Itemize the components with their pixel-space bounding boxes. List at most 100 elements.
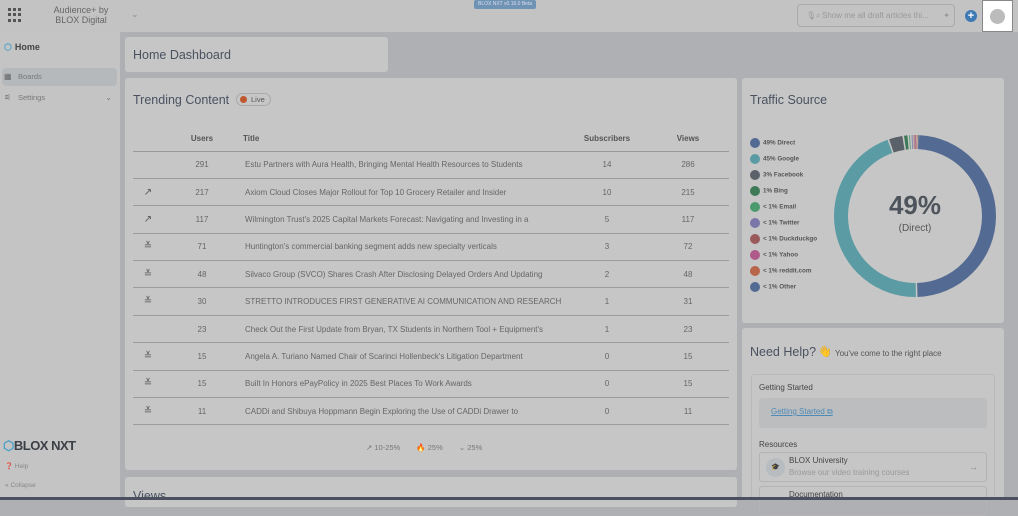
title-cell[interactable]: Built In Honors ePayPolicy in 2025 Best … — [241, 370, 567, 397]
legend-item[interactable]: < 1% Email — [750, 202, 796, 212]
legend-item[interactable]: 1% Bing — [750, 186, 788, 196]
legend-item[interactable]: < 1% Other — [750, 282, 796, 292]
subscribers-cell: 0 — [567, 370, 647, 397]
sparkle-icon[interactable]: ✦ — [943, 5, 950, 26]
legend-swatch — [750, 250, 760, 260]
views-cell: 72 — [647, 233, 729, 260]
table-row[interactable]: ≚ 11 CADDi and Shibuya Hoppmann Begin Ex… — [133, 398, 729, 425]
microphone-icon[interactable]: 🎙 — [806, 5, 816, 26]
help-link[interactable]: ❓ Help — [5, 462, 28, 470]
traffic-title: Traffic Source — [750, 93, 827, 107]
subscribers-cell: 0 — [567, 343, 647, 370]
getting-started-heading: Getting Started — [759, 383, 813, 392]
chevron-down-icon[interactable]: ⌄ — [131, 9, 139, 20]
trending-down-icon: ≚ — [133, 343, 163, 370]
legend-item[interactable]: 3% Facebook — [750, 170, 803, 180]
add-button[interactable]: + — [965, 10, 977, 22]
table-row[interactable]: ≚ 15 Built In Honors ePayPolicy in 2025 … — [133, 370, 729, 397]
trend-legend: ↗ 10-25% 🔥 25% ⌄ 25% — [366, 443, 496, 452]
getting-started-link[interactable]: Getting Started ⧉ — [771, 407, 833, 417]
legend-swatch — [750, 282, 760, 292]
table-row[interactable]: ↗ 217 Axiom Cloud Closes Major Rollout f… — [133, 178, 729, 205]
version-badge: BLOX NXT v0.16.0 Beta — [474, 0, 536, 9]
subscribers-cell: 14 — [567, 151, 647, 178]
brand-name: Audience+ by BLOX Digital — [50, 5, 112, 25]
donut-center-label: (Direct) — [865, 223, 965, 234]
table-row[interactable]: ≚ 30 STRETTO INTRODUCES FIRST GENERATIVE… — [133, 288, 729, 315]
external-link-icon: ⧉ — [827, 407, 833, 416]
title-cell[interactable]: STRETTO INTRODUCES FIRST GENERATIVE AI C… — [241, 288, 567, 315]
trending-down-icon: ≚ — [133, 233, 163, 260]
sidebar-item-settings[interactable]: ⚟Settings⌄ — [2, 89, 117, 107]
users-cell: 291 — [163, 151, 241, 178]
legend-item[interactable]: < 1% reddit.com — [750, 266, 811, 276]
resource-blox-university[interactable]: 🎓 BLOX University Browse our video train… — [759, 452, 987, 482]
title-cell[interactable]: Angela A. Turiano Named Chair of Scarinc… — [241, 343, 567, 370]
trending-up-icon: ↗ — [133, 178, 163, 205]
page-title-card: Home Dashboard — [125, 37, 388, 72]
apps-grid-icon[interactable] — [8, 8, 22, 22]
table-row[interactable]: ≚ 15 Angela A. Turiano Named Chair of Sc… — [133, 343, 729, 370]
col-users[interactable]: Users — [163, 126, 241, 151]
subscribers-cell: 1 — [567, 288, 647, 315]
col-title[interactable]: Title — [241, 126, 567, 151]
subscribers-cell: 3 — [567, 233, 647, 260]
sidebar: ⬡Home ▦Boards ⚟Settings⌄ ⬡BLOX NXT ❓ Hel… — [0, 32, 120, 500]
subscribers-cell: 1 — [567, 315, 647, 342]
user-menu-button[interactable] — [982, 0, 1013, 32]
search-placeholder: Show me all draft articles thi... — [822, 11, 929, 20]
views-cell: 215 — [647, 178, 729, 205]
sidebar-item-boards[interactable]: ▦Boards — [2, 68, 117, 86]
trending-title: Trending Content — [133, 93, 229, 107]
title-cell[interactable]: Axiom Cloud Closes Major Rollout for Top… — [241, 178, 567, 205]
legend-swatch — [750, 138, 760, 148]
table-row[interactable]: ≚ 71 Huntington's commercial banking seg… — [133, 233, 729, 260]
subscribers-cell: 2 — [567, 261, 647, 288]
title-cell[interactable]: Estu Partners with Aura Health, Bringing… — [241, 151, 567, 178]
trending-down-icon: ≚ — [133, 398, 163, 425]
col-views[interactable]: Views — [647, 126, 729, 151]
search-input[interactable]: 🎙 ⌕ Show me all draft articles thi... ✦ — [797, 4, 955, 27]
legend-item[interactable]: < 1% Yahoo — [750, 250, 798, 260]
table-row[interactable]: ↗ 117 Wilmington Trust's 2025 Capital Ma… — [133, 206, 729, 233]
title-cell[interactable]: CADDi and Shibuya Hoppmann Begin Explori… — [241, 398, 567, 425]
legend-item[interactable]: < 1% Duckduckgo — [750, 234, 817, 244]
users-cell: 48 — [163, 261, 241, 288]
title-cell[interactable]: Wilmington Trust's 2025 Capital Markets … — [241, 206, 567, 233]
boards-icon: ▦ — [4, 68, 12, 86]
legend-swatch — [750, 154, 760, 164]
top-bar: Audience+ by BLOX Digital ⌄ BLOX NXT v0.… — [0, 0, 1018, 32]
getting-started-box: Getting Started ⧉ — [759, 398, 987, 428]
help-icon: ❓ — [5, 463, 13, 470]
collapse-button[interactable]: « Collapse — [5, 482, 36, 489]
users-cell: 217 — [163, 178, 241, 205]
trending-down-icon: ≚ — [133, 261, 163, 288]
legend-trending-up: ↗ 10-25% — [366, 443, 400, 452]
search-icon: ⌕ — [816, 5, 820, 26]
table-row[interactable]: 23 Check Out the First Update from Bryan… — [133, 315, 729, 342]
views-cell: 15 — [647, 370, 729, 397]
blox-nxt-logo: ⬡BLOX NXT — [3, 438, 76, 454]
views-cell: 11 — [647, 398, 729, 425]
table-row[interactable]: ≚ 48 Silvaco Group (SVCO) Shares Crash A… — [133, 261, 729, 288]
legend-item[interactable]: < 1% Twitter — [750, 218, 799, 228]
legend-swatch — [750, 202, 760, 212]
legend-item[interactable]: 45% Google — [750, 154, 799, 164]
views-cell: 48 — [647, 261, 729, 288]
donut-slice-2[interactable] — [891, 143, 903, 146]
legend-hot: 🔥 25% — [416, 443, 442, 452]
live-badge: Live — [236, 93, 271, 106]
views-title: Views — [133, 489, 166, 503]
legend-swatch — [750, 186, 760, 196]
subscribers-cell: 0 — [567, 398, 647, 425]
col-subscribers[interactable]: Subscribers — [567, 126, 647, 151]
title-cell[interactable]: Check Out the First Update from Bryan, T… — [241, 315, 567, 342]
resource-documentation[interactable]: Documentation — [759, 486, 987, 516]
title-cell[interactable]: Huntington's commercial banking segment … — [241, 233, 567, 260]
users-cell: 15 — [163, 370, 241, 397]
table-row[interactable]: 291 Estu Partners with Aura Health, Brin… — [133, 151, 729, 178]
legend-item[interactable]: 49% Direct — [750, 138, 795, 148]
sidebar-home[interactable]: ⬡Home — [4, 42, 43, 53]
chevron-down-icon: ⌄ — [105, 89, 112, 107]
title-cell[interactable]: Silvaco Group (SVCO) Shares Crash After … — [241, 261, 567, 288]
